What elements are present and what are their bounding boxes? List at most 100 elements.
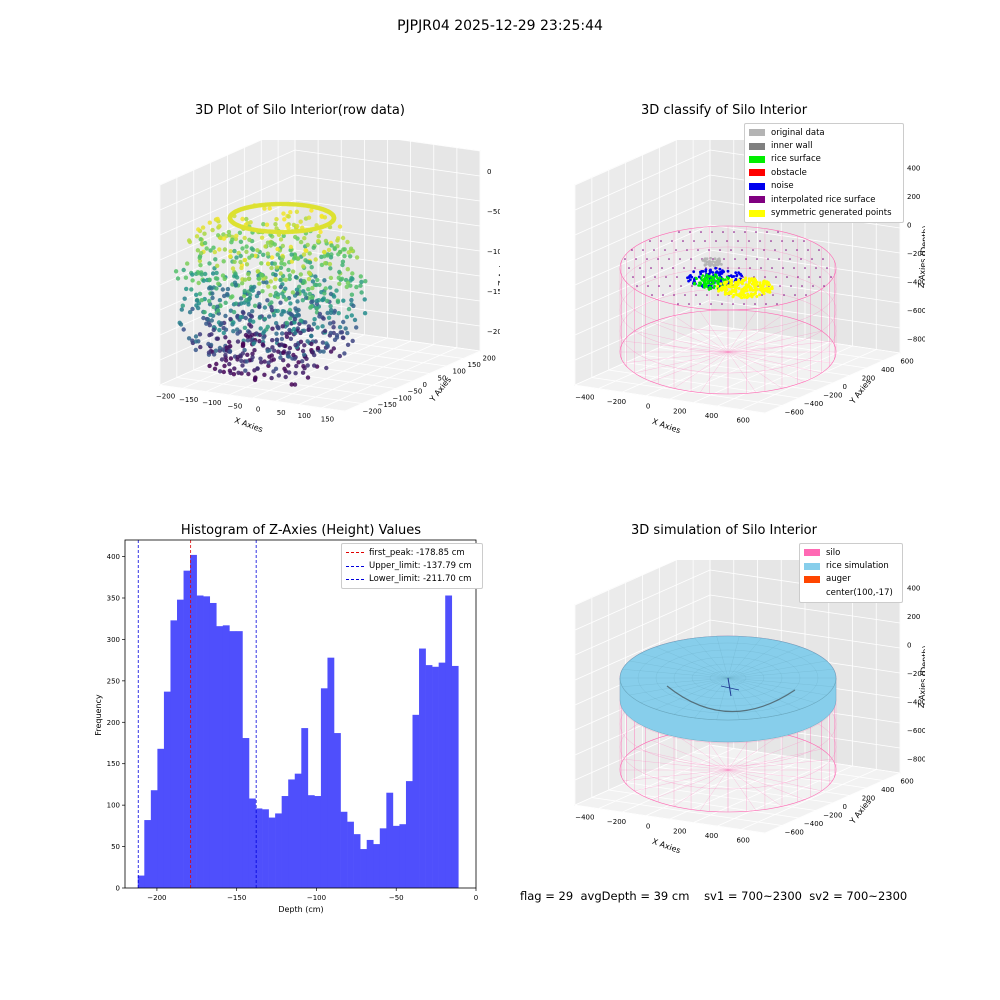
raw-point xyxy=(289,252,294,257)
raw-point xyxy=(250,355,255,360)
raw-point xyxy=(268,292,273,298)
raw-point xyxy=(276,373,281,378)
original-point xyxy=(711,260,715,263)
raw-point xyxy=(242,257,247,263)
raw-point xyxy=(222,276,227,282)
z-tick-label: 400 xyxy=(907,584,920,592)
histogram-bar xyxy=(386,792,394,888)
raw-point xyxy=(320,340,326,345)
raw-point xyxy=(331,325,336,330)
rice-surface-point xyxy=(698,284,702,287)
histogram-bar xyxy=(419,648,426,888)
raw-point xyxy=(207,220,212,225)
rice-surface-point xyxy=(713,284,716,288)
sim-grid-y xyxy=(642,575,833,804)
raw-point xyxy=(222,363,227,369)
raw-point xyxy=(211,245,216,250)
interpolated-point xyxy=(705,267,707,269)
raw-point xyxy=(197,332,203,337)
sv2-text: sv2 = 700~2300 xyxy=(809,889,908,903)
raw-point xyxy=(306,287,311,292)
flag-text: flag = 29 xyxy=(520,889,574,903)
histogram-ylabel: Frequency xyxy=(94,694,103,736)
silo-wireframe xyxy=(619,225,837,395)
raw-point xyxy=(288,336,294,341)
raw-point xyxy=(337,224,343,229)
raw-point xyxy=(335,299,341,305)
y-tick-label: 250 xyxy=(107,677,120,685)
raw-point xyxy=(201,315,206,321)
histogram-bar xyxy=(307,795,315,888)
raw-point xyxy=(301,328,307,333)
raw-point xyxy=(331,215,337,220)
raw-point xyxy=(273,222,278,227)
raw-point xyxy=(238,296,244,301)
raw-point xyxy=(273,272,278,278)
rice-surface-point xyxy=(721,277,724,281)
raw-point xyxy=(179,307,184,312)
interpolated-point xyxy=(752,249,754,251)
simulation-3d-plot: −400−2000200400600−600−400−2000200400600… xyxy=(573,560,925,855)
legend-swatch xyxy=(749,196,765,204)
histogram-bar xyxy=(425,665,433,888)
raw-point xyxy=(283,374,288,380)
raw-point xyxy=(275,292,281,297)
raw-point xyxy=(193,339,199,344)
y-axis-label: Y Axies xyxy=(847,377,873,406)
symmetric-point xyxy=(741,287,745,291)
raw-point xyxy=(278,277,283,283)
legend-entry: auger xyxy=(804,573,898,586)
raw-point xyxy=(354,284,359,290)
noise-point xyxy=(711,271,715,274)
raw-point xyxy=(292,317,298,322)
raw-point xyxy=(275,325,281,330)
raw-point xyxy=(336,311,341,316)
rice-surface-point xyxy=(725,276,729,279)
raw-point xyxy=(283,297,289,302)
raw-point xyxy=(328,255,334,260)
raw-point xyxy=(275,252,280,257)
legend-swatch xyxy=(749,209,765,217)
raw-point xyxy=(264,222,270,227)
raw-point xyxy=(200,225,206,230)
legend-swatch xyxy=(804,549,820,557)
symmetric-point xyxy=(761,290,765,294)
legend-entry: Lower_limit: -211.70 cm xyxy=(346,573,478,586)
raw-point xyxy=(281,309,287,314)
raw-grid-z xyxy=(159,140,481,186)
interpolated-point xyxy=(684,294,686,296)
raw-point xyxy=(198,344,203,350)
raw-point xyxy=(344,284,349,290)
raw-point xyxy=(319,262,325,268)
interpolated-point xyxy=(664,249,666,251)
classify-silo-spoke xyxy=(727,351,822,374)
raw-point xyxy=(270,338,275,343)
raw-point xyxy=(260,342,265,347)
raw-point xyxy=(215,263,220,268)
histogram-bar xyxy=(379,828,387,888)
raw-point xyxy=(288,210,293,215)
sim-grid-y xyxy=(608,590,799,819)
interpolated-point xyxy=(723,258,725,260)
raw-point xyxy=(184,286,189,292)
raw-point xyxy=(274,217,279,222)
y-tick-label: 600 xyxy=(900,777,913,785)
histogram-bar xyxy=(320,688,328,888)
raw-point xyxy=(203,271,208,277)
sim-grid-y xyxy=(591,597,782,826)
interpolated-point xyxy=(745,258,747,260)
raw-point xyxy=(306,324,312,329)
raw-point xyxy=(223,335,228,340)
interpolated-point xyxy=(631,249,633,251)
histogram-axes: −200 −150 −100 −50 0 0 50 100 150 200 250 300 350 400 xyxy=(107,539,478,902)
interpolated-point xyxy=(665,276,667,278)
raw-point xyxy=(286,214,291,219)
raw-point xyxy=(269,353,274,358)
raw-point xyxy=(321,349,326,354)
raw-point xyxy=(337,269,342,275)
classified-points xyxy=(624,231,832,305)
raw-point xyxy=(341,319,346,325)
interpolated-point xyxy=(804,267,806,269)
raw-point xyxy=(288,316,293,321)
legend-entry: center(100,-17) xyxy=(804,586,898,599)
